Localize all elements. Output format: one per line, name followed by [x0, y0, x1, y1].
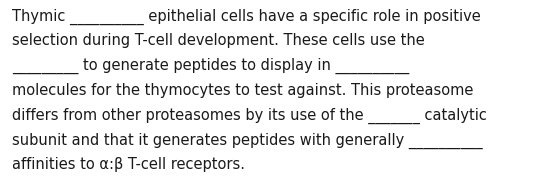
Text: Thymic __________ epithelial cells have a specific role in positive: Thymic __________ epithelial cells have … — [12, 8, 481, 25]
Text: _________ to generate peptides to display in __________: _________ to generate peptides to displa… — [12, 58, 410, 74]
Text: selection during T-cell development. These cells use the: selection during T-cell development. The… — [12, 33, 425, 48]
Text: subunit and that it generates peptides with generally __________: subunit and that it generates peptides w… — [12, 133, 483, 149]
Text: affinities to α:β T-cell receptors.: affinities to α:β T-cell receptors. — [12, 157, 246, 172]
Text: differs from other proteasomes by its use of the _______ catalytic: differs from other proteasomes by its us… — [12, 108, 487, 124]
Text: molecules for the thymocytes to test against. This proteasome: molecules for the thymocytes to test aga… — [12, 83, 474, 98]
